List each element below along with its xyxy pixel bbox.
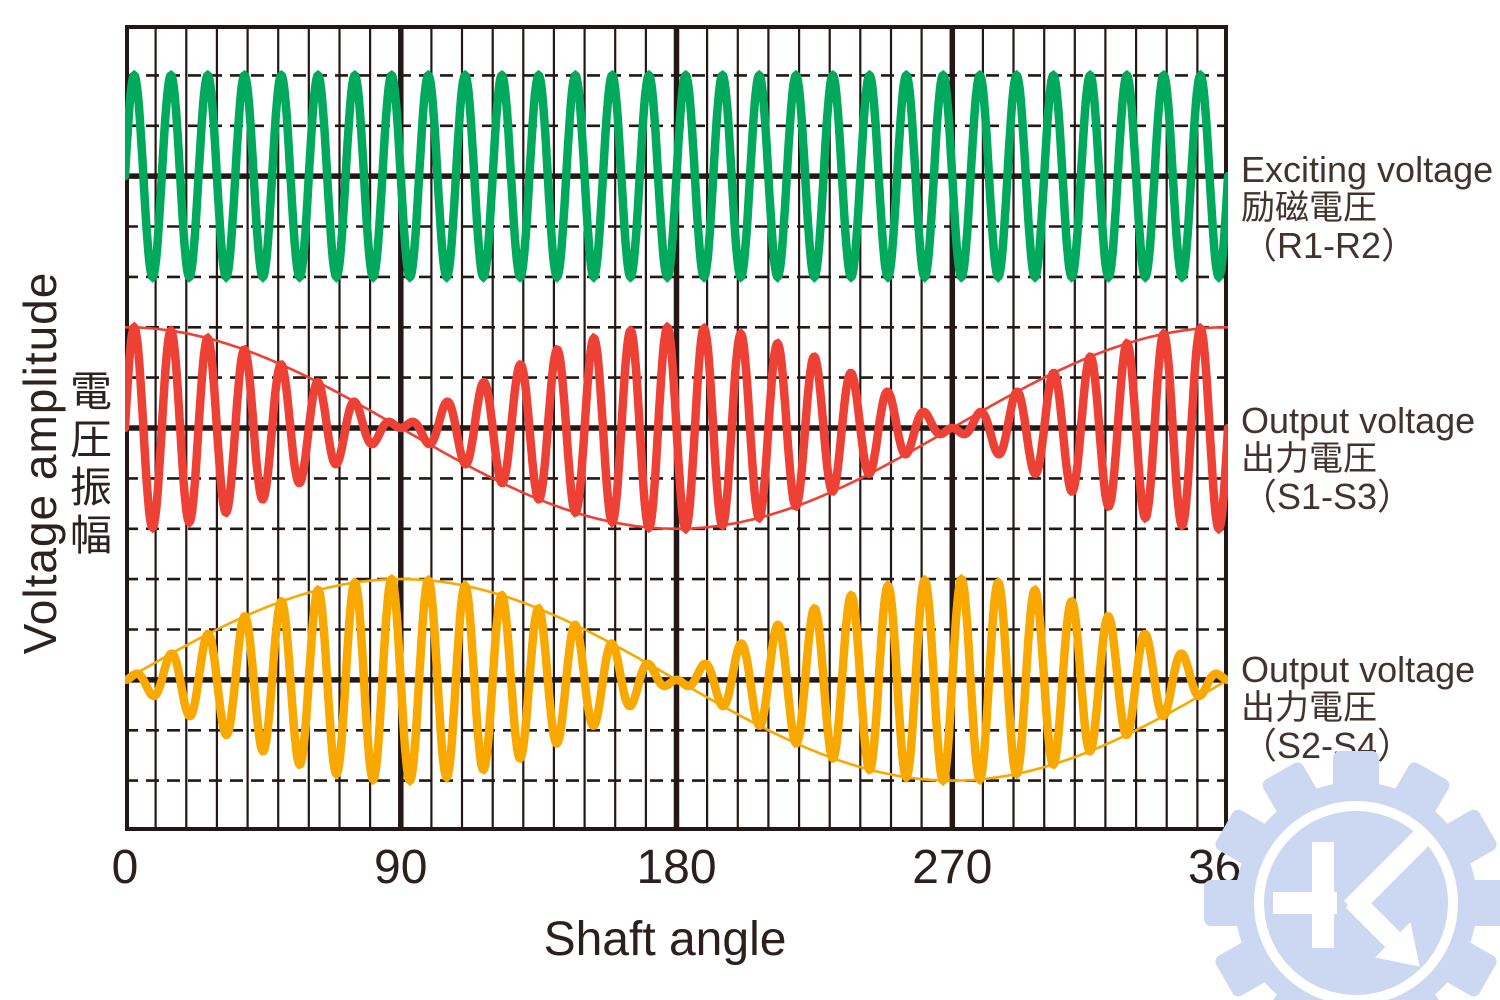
series-label-line-jp: 出力電圧: [1241, 689, 1377, 727]
series-label-line-jp: 出力電圧: [1241, 440, 1377, 478]
x-axis-title: Shaft angle: [543, 913, 787, 966]
series-label-line-en: Exciting voltage: [1241, 149, 1494, 190]
series-label-line-en: Output voltage: [1241, 649, 1476, 690]
series-label-line-terminals: （S2-S4）: [1241, 725, 1414, 766]
gear-k-logo-icon: [1204, 751, 1500, 1000]
x-tick-label: 90: [374, 841, 428, 894]
series-label-line-jp: 励磁電圧: [1241, 189, 1377, 227]
waveform-plot: [125, 25, 1228, 831]
y-axis-label-jp: 電圧振幅: [64, 369, 112, 561]
series-label-output-s2-s4: Output voltage 出力電圧 （S2-S4）: [1241, 651, 1499, 765]
x-tick-label: 270: [912, 841, 993, 894]
x-tick-label: 0: [111, 841, 139, 894]
series-label-output-s1-s3: Output voltage 出力電圧 （S1-S3）: [1241, 402, 1499, 516]
series-label-line-terminals: （S1-S3）: [1241, 476, 1414, 517]
x-tick-label: 180: [636, 841, 717, 894]
series-label-line-en: Output voltage: [1241, 400, 1476, 441]
series-label-line-terminals: （R1-R2）: [1241, 225, 1418, 266]
series-label-exciting-voltage: Exciting voltage 励磁電圧 （R1-R2）: [1241, 151, 1499, 265]
